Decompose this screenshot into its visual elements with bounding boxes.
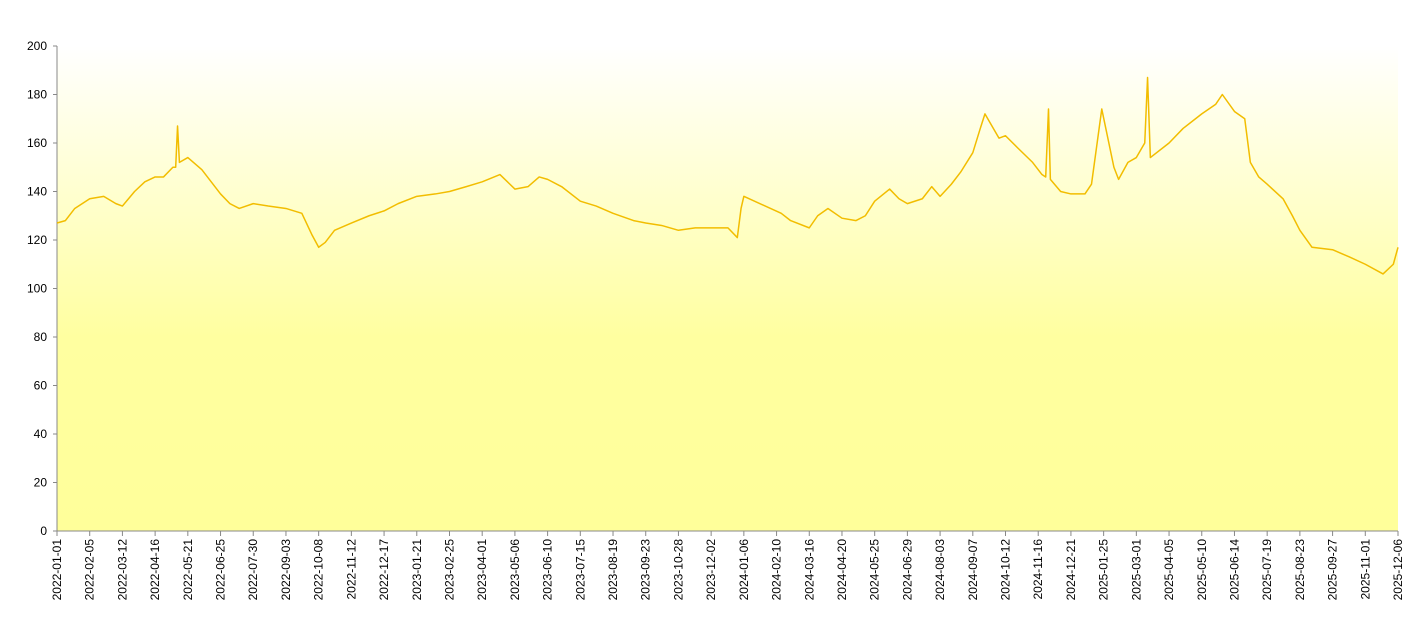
plot-area: [57, 46, 1398, 531]
y-tick-label: 0: [40, 524, 47, 538]
x-tick-label: 2023-10-28: [671, 539, 685, 601]
x-tick-label: 2022-07-30: [246, 539, 260, 601]
x-tick-label: 2023-12-02: [704, 539, 718, 601]
y-tick-label: 40: [34, 427, 48, 441]
x-tick-label: 2024-09-07: [966, 539, 980, 601]
x-tick-label: 2022-03-12: [115, 539, 129, 601]
x-tick-label: 2025-12-06: [1391, 539, 1405, 601]
x-tick-label: 2024-05-25: [868, 539, 882, 601]
x-tick-label: 2023-04-01: [475, 539, 489, 601]
x-tick-label: 2024-01-06: [737, 539, 751, 601]
y-tick-label: 100: [27, 282, 47, 296]
x-tick-label: 2022-06-25: [214, 539, 228, 601]
x-tick-label: 2025-04-05: [1162, 539, 1176, 601]
x-tick-label: 2023-07-15: [573, 539, 587, 601]
y-tick-label: 180: [27, 88, 47, 102]
x-tick-label: 2023-08-19: [606, 539, 620, 601]
x-tick-label: 2024-03-16: [802, 539, 816, 601]
y-tick-label: 160: [27, 136, 47, 150]
x-tick-label: 2025-06-14: [1227, 539, 1241, 601]
x-tick-label: 2024-08-03: [933, 539, 947, 601]
y-tick-label: 20: [34, 476, 48, 490]
x-tick-label: 2023-06-10: [541, 539, 555, 601]
x-tick-label: 2023-01-21: [410, 539, 424, 601]
x-tick-label: 2022-04-16: [148, 539, 162, 601]
y-tick-label: 140: [27, 185, 47, 199]
x-tick-label: 2025-08-23: [1293, 539, 1307, 601]
x-tick-label: 2022-11-12: [344, 539, 358, 600]
y-tick-label: 60: [34, 379, 48, 393]
x-tick-label: 2025-09-27: [1326, 539, 1340, 601]
x-tick-label: 2024-04-20: [835, 539, 849, 601]
x-tick-label: 2023-02-25: [442, 539, 456, 601]
x-tick-label: 2024-06-29: [900, 539, 914, 601]
x-tick-label: 2022-09-03: [279, 539, 293, 601]
x-tick-label: 2022-10-08: [312, 539, 326, 601]
x-tick-label: 2025-07-19: [1260, 539, 1274, 601]
x-tick-label: 2025-05-10: [1195, 539, 1209, 601]
y-tick-label: 80: [34, 330, 48, 344]
line-series: [56, 76, 1399, 275]
y-tick-label: 120: [27, 233, 47, 247]
x-tick-label: 2025-03-01: [1129, 539, 1143, 601]
x-tick-label: 2022-01-01: [50, 539, 64, 601]
x-tick-label: 2022-02-05: [83, 539, 97, 601]
x-tick-label: 2024-12-21: [1064, 539, 1078, 601]
x-tick-label: 2022-05-21: [181, 539, 195, 601]
x-tick-label: 2024-10-12: [999, 539, 1013, 601]
x-tick-label: 2023-05-06: [508, 539, 522, 601]
x-tick-label: 2024-11-16: [1031, 539, 1045, 600]
x-tick-label: 2025-11-01: [1358, 539, 1372, 600]
x-tick-label: 2022-12-17: [377, 539, 391, 601]
x-tick-label: 2023-09-23: [639, 539, 653, 601]
x-tick-label: 2024-02-10: [770, 539, 784, 601]
x-tick-label: 2025-01-25: [1097, 539, 1111, 601]
y-tick-label: 200: [27, 39, 47, 53]
